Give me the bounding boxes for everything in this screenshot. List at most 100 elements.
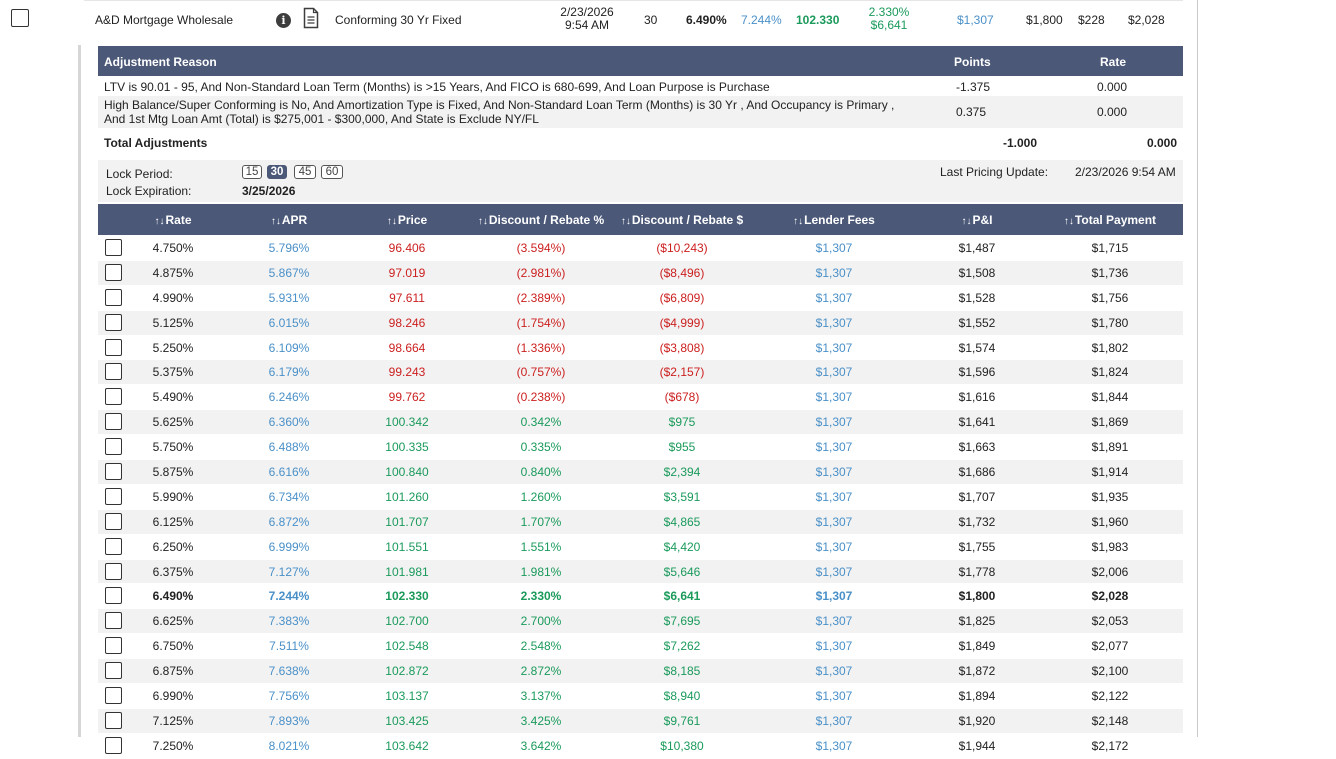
row-select-checkbox[interactable] (105, 612, 122, 630)
row-select-checkbox[interactable] (105, 487, 122, 505)
sort-discount-pct-header[interactable]: ↑↓Discount / Rebate % (466, 213, 616, 227)
lender-fees-link[interactable]: $1,307 (815, 465, 853, 480)
lender-fees-link[interactable]: $1,307 (815, 265, 853, 280)
lender-fees-link[interactable]: $1,307 (815, 689, 853, 704)
apr-cell: 6.734% (268, 489, 310, 504)
lender-fees-link[interactable]: $1,307 (815, 738, 853, 753)
row-select-checkbox[interactable] (105, 711, 122, 729)
sort-lender-fees-header[interactable]: ↑↓Lender Fees (759, 213, 909, 227)
lender-fees-link[interactable]: $1,307 (815, 340, 853, 355)
lender-fees-link[interactable]: $1,307 (815, 290, 853, 305)
table-row[interactable]: 6.625% 7.383% 102.700 2.700% $7,695 $1,307 $1,… (98, 609, 1183, 635)
row-select-checkbox[interactable] (105, 537, 122, 555)
adjustment-rate: 0.000 (1097, 105, 1128, 119)
table-row[interactable]: 6.490% 7.244% 102.330 2.330% $6,641 $1,307 $1,… (98, 584, 1183, 610)
row-select-checkbox[interactable] (105, 239, 122, 256)
lock-period-15[interactable]: 15 (242, 165, 262, 179)
sort-apr-header[interactable]: ↑↓APR (214, 213, 364, 227)
apr-cell: 6.246% (268, 390, 310, 405)
table-row[interactable]: 5.490% 6.246% 99.762 (0.238%) ($678) $1,307 $1… (98, 385, 1183, 411)
table-row[interactable]: 6.875% 7.638% 102.872 2.872% $8,185 $1,307 $1,… (98, 659, 1183, 685)
pi-cell: $1,663 (958, 440, 996, 455)
row-select-checkbox[interactable] (105, 438, 122, 456)
price-cell: 98.246 (388, 315, 426, 330)
selected-price: 102.330 (796, 13, 840, 27)
sort-icon: ↑↓ (961, 216, 972, 227)
row-select-checkbox[interactable] (105, 388, 122, 406)
lender-fees-link[interactable]: $1,307 (815, 639, 853, 654)
lender-fees-link[interactable]: $1,307 (815, 514, 853, 529)
table-row[interactable]: 5.750% 6.488% 100.335 0.335% $955 $1,307 $1,66… (98, 435, 1183, 461)
rate-cell: 4.750% (152, 241, 194, 255)
table-row[interactable]: 6.990% 7.756% 103.137 3.137% $8,940 $1,307 $1,… (98, 684, 1183, 709)
table-row[interactable]: 7.250% 8.021% 103.642 3.642% $10,380 $1,307 $1… (98, 734, 1183, 759)
table-row[interactable]: 5.125% 6.015% 98.246 (1.754%) ($4,999) $1,307… (98, 310, 1183, 336)
row-select-checkbox[interactable] (105, 463, 122, 481)
pi-cell: $1,778 (958, 564, 996, 579)
row-select-checkbox[interactable] (105, 363, 122, 381)
table-row[interactable]: 5.375% 6.179% 99.243 (0.757%) ($2,157) $1,307… (98, 360, 1183, 386)
discount-pct-cell: 0.335% (520, 440, 562, 455)
lender-fees-link[interactable]: $1,307 (815, 365, 853, 380)
lender-fees-link[interactable]: $1,307 (815, 589, 853, 604)
adjustment-reason-line: High Balance/Super Conforming is No, And… (104, 98, 895, 112)
price-cell: 99.762 (388, 390, 426, 405)
table-row[interactable]: 6.750% 7.511% 102.548 2.548% $7,262 $1,307 $1,… (98, 634, 1183, 660)
row-select-checkbox[interactable] (105, 687, 122, 705)
discount-dollar-header-label: Discount / Rebate $ (631, 213, 744, 227)
lender-fees-link[interactable]: $1,307 (815, 713, 853, 728)
table-row[interactable]: 4.750% 5.796% 96.406 (3.594%) ($10,243) $1,30… (98, 236, 1183, 261)
lock-period-30[interactable]: 30 (267, 165, 287, 179)
table-row[interactable]: 5.990% 6.734% 101.260 1.260% $3,591 $1,307 $1,… (98, 485, 1183, 510)
document-icon[interactable] (303, 7, 319, 29)
table-row[interactable]: 5.625% 6.360% 100.342 0.342% $975 $1,307 $1,64… (98, 410, 1183, 436)
row-select-checkbox[interactable] (105, 512, 122, 530)
lender-fees-link[interactable]: $1,307 (815, 564, 853, 579)
sort-rate-header[interactable]: ↑↓Rate (98, 213, 248, 227)
row-select-checkbox[interactable] (105, 637, 122, 655)
table-row[interactable]: 6.125% 6.872% 101.707 1.707% $4,865 $1,307 $1,… (98, 509, 1183, 535)
lender-fees-link[interactable]: $1,307 (815, 241, 853, 255)
lender-fees-link[interactable]: $1,307 (815, 415, 853, 430)
lock-period-60[interactable]: 60 (321, 165, 343, 179)
table-row[interactable]: 6.250% 6.999% 101.551 1.551% $4,420 $1,307 $1,… (98, 535, 1183, 560)
info-icon[interactable]: i (276, 13, 291, 28)
sort-total-payment-header[interactable]: ↑↓Total Payment (1035, 213, 1185, 227)
sort-discount-dollar-header[interactable]: ↑↓Discount / Rebate $ (607, 213, 757, 227)
points-header: Points (954, 55, 991, 69)
table-row[interactable]: 5.875% 6.616% 100.840 0.840% $2,394 $1,307 $1,… (98, 460, 1183, 485)
row-select-checkbox[interactable] (105, 263, 122, 281)
rate-cell: 5.875% (152, 465, 194, 480)
row-select-checkbox[interactable] (105, 313, 122, 331)
row-select-checkbox[interactable] (105, 338, 122, 356)
row-select-checkbox[interactable] (105, 562, 122, 580)
row-select-checkbox[interactable] (105, 413, 122, 431)
sort-pi-header[interactable]: ↑↓P&I (902, 213, 1052, 227)
product-summary-row[interactable]: A&D Mortgage Wholesale i Conforming 30 Y… (0, 0, 1190, 40)
lender-fees-link[interactable]: $1,307 (815, 390, 853, 405)
lender-fees-link[interactable]: $1,307 (815, 664, 853, 679)
lender-fees-link[interactable]: $1,307 (815, 539, 853, 554)
row-select-checkbox[interactable] (105, 662, 122, 680)
row-select-checkbox[interactable] (105, 288, 122, 306)
rate-cell: 6.490% (152, 589, 194, 604)
adjustment-points: -1.375 (956, 80, 991, 94)
product-select-checkbox[interactable] (11, 9, 29, 27)
selected-rate: 6.490% (686, 13, 727, 27)
sort-price-header[interactable]: ↑↓Price (332, 213, 482, 227)
lender-fees-link[interactable]: $1,307 (815, 489, 853, 504)
lock-period-45[interactable]: 45 (294, 165, 316, 179)
table-row[interactable]: 5.250% 6.109% 98.664 (1.336%) ($3,808) $1,307… (98, 336, 1183, 361)
row-select-checkbox[interactable] (105, 587, 122, 605)
table-row[interactable]: 6.375% 7.127% 101.981 1.981% $5,646 $1,307 $1,… (98, 559, 1183, 585)
table-row[interactable]: 4.990% 5.931% 97.611 (2.389%) ($6,809) $1,307… (98, 286, 1183, 311)
table-row[interactable]: 4.875% 5.867% 97.019 (2.981%) ($8,496) $1,307… (98, 260, 1183, 286)
lender-fees-link[interactable]: $1,307 (815, 440, 853, 455)
price-cell: 102.872 (385, 664, 429, 679)
total-payment-cell: $2,077 (1091, 639, 1129, 654)
table-row[interactable]: 7.125% 7.893% 103.425 3.425% $9,761 $1,307 $1,… (98, 708, 1183, 734)
price-cell: 100.840 (385, 465, 429, 480)
lender-fees-link[interactable]: $1,307 (957, 13, 994, 27)
lender-fees-link[interactable]: $1,307 (815, 614, 853, 629)
lender-fees-link[interactable]: $1,307 (815, 315, 853, 330)
